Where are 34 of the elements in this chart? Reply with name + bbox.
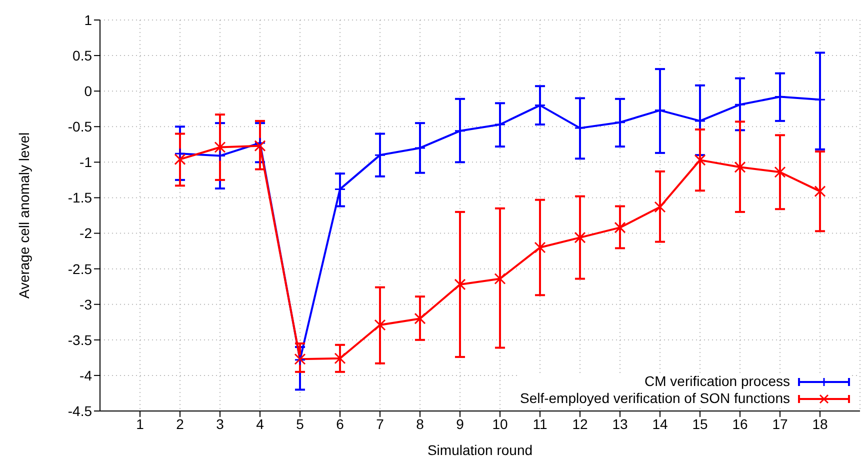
x-tick-label: 3 [216,416,224,432]
y-tick-label: -4 [80,367,92,384]
y-tick-label: -3.5 [68,332,92,348]
x-tick-label: 14 [652,416,668,432]
y-tick-label: -2 [80,225,92,242]
x-tick-label: 9 [456,416,464,432]
x-tick-label: 11 [532,416,548,432]
x-tick-label: 15 [692,416,708,432]
x-tick-label: 7 [376,416,384,432]
x-tick-label: 10 [492,416,508,432]
x-tick-label: 1 [136,416,144,432]
y-tick-label: -0.5 [68,118,92,135]
x-axis-title: Simulation round [427,442,533,458]
y-tick-label: -4.5 [68,402,92,419]
y-tick-label: 0 [84,83,92,100]
y-tick-label: -3 [80,296,92,312]
y-tick-label: -2.5 [68,260,92,277]
x-tick-label: 5 [296,416,304,432]
x-tick-label: 17 [772,416,788,432]
y-tick-label: -1.5 [68,190,92,206]
y-tick-label: 1 [84,12,92,28]
x-tick-label: 16 [732,416,748,432]
y-tick-label: 0.5 [72,48,92,64]
x-tick-label: 6 [336,416,344,432]
y-tick-label: -1 [80,154,92,170]
x-tick-label: 4 [256,416,264,432]
x-tick-label: 13 [612,416,628,432]
legend-label: CM verification process [644,373,790,390]
x-tick-label: 8 [416,416,424,432]
x-tick-label: 2 [176,416,184,432]
y-axis-title: Average cell anomaly level [16,132,32,299]
x-tick-label: 12 [572,416,588,432]
legend-label: Self-employed verification of SON functions [520,390,790,407]
x-tick-label: 18 [812,416,828,432]
